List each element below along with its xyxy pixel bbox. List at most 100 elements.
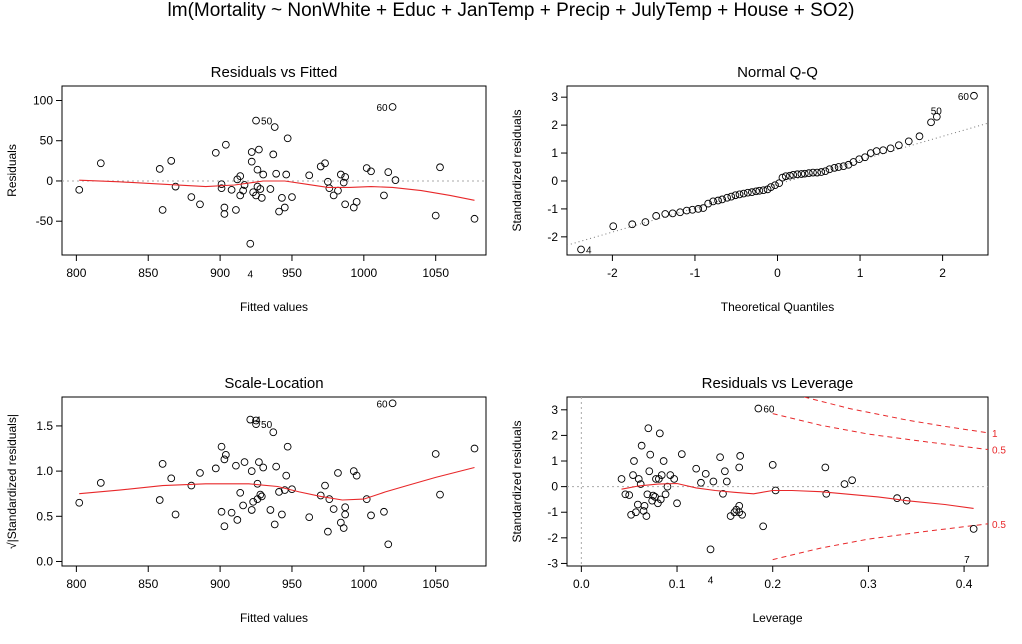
data-point	[270, 520, 279, 529]
data-point	[325, 495, 334, 503]
data-point	[805, 169, 813, 178]
point-label: 50	[261, 117, 273, 128]
main-title: lm(Mortality ~ NonWhite + Educ + JanTemp…	[167, 0, 855, 21]
plot-frame	[61, 85, 487, 256]
data-point	[825, 165, 834, 174]
data-point	[699, 204, 708, 212]
data-point	[329, 505, 338, 513]
data-point	[694, 205, 703, 213]
data-point	[336, 170, 345, 179]
data-point	[748, 188, 756, 196]
data-point	[621, 490, 630, 499]
data-point	[625, 491, 634, 499]
data-point	[384, 168, 393, 176]
data-point	[821, 167, 830, 176]
panel-title: Residuals vs Fitted	[211, 64, 338, 81]
x-tick-label: 900	[210, 577, 230, 591]
data-point	[227, 185, 236, 194]
data-point	[797, 170, 806, 178]
data-point	[436, 163, 444, 172]
data-point	[272, 462, 281, 471]
data-point	[661, 210, 670, 218]
data-point	[255, 458, 263, 466]
data-point	[636, 480, 645, 488]
data-point	[217, 442, 226, 451]
data-point	[470, 444, 479, 453]
y-axis-label: Standardized residuals	[510, 109, 524, 231]
data-point	[793, 170, 802, 179]
plot-frame	[61, 396, 487, 567]
y-tick-label: 1.5	[36, 419, 53, 433]
data-point	[283, 442, 292, 451]
cooks-distance-curve	[772, 413, 988, 450]
plot-area	[567, 91, 988, 254]
data-point	[652, 475, 660, 483]
data-point	[643, 490, 652, 499]
data-point	[789, 170, 798, 179]
data-point	[809, 168, 817, 177]
data-point	[341, 173, 349, 181]
data-point	[155, 165, 164, 173]
y-tick-label: 0	[46, 174, 53, 188]
y-tick-label: 50	[40, 134, 54, 148]
data-point	[283, 134, 292, 143]
data-point	[158, 206, 167, 214]
x-tick-label: 2	[939, 266, 946, 280]
x-tick-label: 0.2	[764, 577, 781, 591]
data-point	[709, 197, 717, 206]
data-point	[652, 212, 661, 220]
data-point	[886, 144, 895, 153]
data-point	[240, 458, 249, 466]
data-point	[927, 118, 935, 127]
data-point	[288, 193, 296, 201]
data-point	[220, 203, 229, 212]
data-point	[96, 159, 105, 168]
data-point	[848, 476, 856, 485]
data-point	[305, 171, 314, 180]
data-point	[220, 210, 229, 218]
data-point	[252, 416, 260, 425]
y-tick-label: -1	[547, 505, 558, 519]
x-tick-label: 850	[138, 577, 158, 591]
data-point	[278, 194, 286, 202]
cooks-distance-label: 1	[992, 429, 998, 440]
data-point	[759, 522, 767, 531]
data-point	[256, 490, 265, 499]
data-point	[275, 207, 283, 216]
data-point	[256, 185, 265, 193]
y-tick-label: -2	[547, 531, 558, 545]
data-point	[644, 424, 653, 433]
x-tick-label: 800	[66, 577, 86, 591]
x-tick-label: 0.4	[956, 577, 973, 591]
data-point	[755, 186, 764, 195]
point-label: 60	[958, 92, 970, 103]
x-tick-label: 900	[210, 266, 230, 280]
data-point	[282, 170, 291, 179]
data-point	[723, 193, 731, 202]
data-point	[645, 467, 654, 476]
data-point	[280, 203, 289, 212]
data-point	[436, 490, 444, 499]
data-point	[637, 441, 646, 450]
point-label: 60	[376, 103, 388, 114]
x-axis-label: Leverage	[752, 611, 802, 625]
x-tick-label: 1000	[350, 577, 377, 591]
loess-smoother	[79, 179, 475, 201]
data-point	[253, 479, 262, 488]
data-point	[706, 545, 715, 554]
x-tick-label: -1	[690, 266, 701, 280]
data-point	[855, 155, 864, 164]
data-point	[719, 489, 727, 498]
data-point	[282, 471, 291, 480]
data-point	[673, 499, 681, 508]
data-point	[257, 492, 266, 501]
data-point	[735, 463, 744, 472]
data-point	[617, 475, 626, 483]
data-point	[640, 501, 649, 510]
data-point	[269, 150, 278, 159]
data-point	[217, 184, 226, 193]
data-point	[670, 475, 679, 483]
data-point	[872, 147, 881, 155]
data-point	[329, 191, 338, 200]
data-point	[240, 181, 249, 189]
